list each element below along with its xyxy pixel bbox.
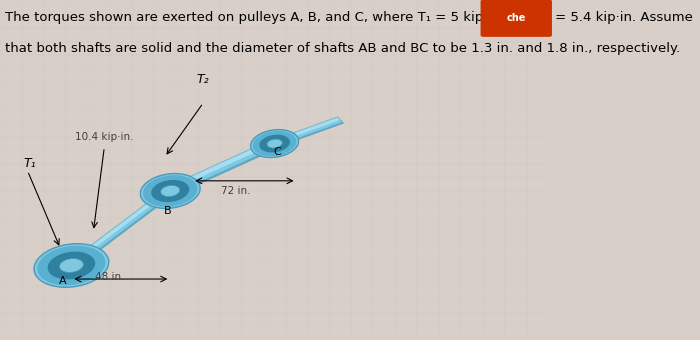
Polygon shape xyxy=(67,189,174,268)
Text: 48 in.: 48 in. xyxy=(95,272,125,282)
Text: T₂: T₂ xyxy=(197,73,209,86)
Ellipse shape xyxy=(151,180,189,202)
Polygon shape xyxy=(166,140,274,191)
Text: A: A xyxy=(60,276,67,286)
Text: 72 in.: 72 in. xyxy=(221,186,251,196)
Ellipse shape xyxy=(48,252,95,279)
Polygon shape xyxy=(272,117,343,147)
FancyBboxPatch shape xyxy=(481,0,552,37)
Text: T₁: T₁ xyxy=(24,157,36,170)
Ellipse shape xyxy=(251,130,299,157)
Text: The torques shown are exerted on pulleys A, B, and C, where T₁ = 5 kip·in. and T: The torques shown are exerted on pulleys… xyxy=(6,12,694,24)
Ellipse shape xyxy=(161,185,180,197)
Text: that both shafts are solid and the diameter of shafts AB and BC to be 1.3 in. an: that both shafts are solid and the diame… xyxy=(6,42,680,55)
Ellipse shape xyxy=(37,246,106,285)
Text: C: C xyxy=(274,147,281,157)
Polygon shape xyxy=(276,122,344,147)
Polygon shape xyxy=(67,189,170,266)
Polygon shape xyxy=(272,117,340,143)
Polygon shape xyxy=(174,146,280,195)
Text: B: B xyxy=(164,206,172,216)
Ellipse shape xyxy=(34,244,108,287)
Ellipse shape xyxy=(60,258,83,272)
Text: che: che xyxy=(507,13,526,23)
Ellipse shape xyxy=(253,131,297,156)
Ellipse shape xyxy=(267,139,282,148)
Polygon shape xyxy=(166,140,279,194)
Ellipse shape xyxy=(140,173,200,208)
Ellipse shape xyxy=(259,135,290,152)
Text: 10.4 kip·in.: 10.4 kip·in. xyxy=(75,132,134,142)
Ellipse shape xyxy=(143,175,197,207)
Polygon shape xyxy=(75,192,176,268)
